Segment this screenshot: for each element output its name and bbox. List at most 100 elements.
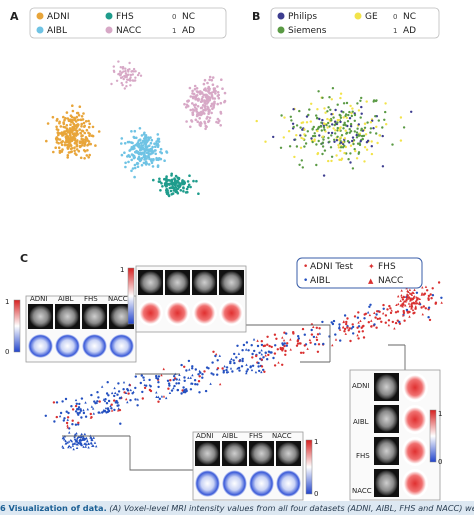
point-adni	[76, 111, 80, 115]
legend-philips-dot	[277, 12, 285, 20]
point-scanner	[330, 119, 333, 122]
point-embedding	[76, 436, 79, 439]
point-scanner	[351, 136, 355, 139]
point-scanner	[359, 116, 362, 119]
point-embedding	[117, 382, 120, 385]
point-aibl	[140, 153, 143, 156]
point-embedding	[68, 431, 71, 434]
point-aibl	[138, 127, 142, 130]
point-embedding	[394, 321, 398, 325]
point-embedding	[132, 390, 135, 394]
point-nacc	[207, 95, 210, 99]
legend-c-fhs-marker: ✦	[368, 262, 375, 271]
saliency-map	[82, 334, 107, 358]
point-adni	[80, 115, 84, 118]
point-nacc	[194, 96, 198, 99]
point-embedding	[78, 402, 81, 406]
point-embedding	[388, 304, 391, 308]
point-scanner	[322, 138, 325, 141]
legend-b-class-1-label: AD	[403, 26, 416, 36]
point-embedding	[415, 296, 418, 299]
point-embedding	[203, 370, 206, 373]
point-scanner	[355, 136, 359, 139]
point-nacc	[128, 61, 131, 65]
saliency-map	[402, 437, 428, 466]
point-scanner	[339, 136, 342, 139]
point-embedding	[384, 314, 388, 317]
point-adni	[76, 132, 79, 136]
point-scanner	[288, 145, 292, 148]
point-embedding	[63, 417, 66, 420]
point-embedding	[80, 397, 84, 400]
inset-r-label-fhs: FHS	[356, 452, 370, 460]
point-nacc	[124, 69, 127, 73]
point-nacc	[205, 96, 209, 100]
point-scanner	[372, 127, 375, 130]
point-scanner	[292, 108, 295, 111]
point-aibl	[130, 130, 133, 133]
point-scanner	[349, 161, 352, 164]
point-embedding	[286, 342, 289, 345]
point-embedding	[427, 306, 431, 309]
point-scanner	[325, 123, 328, 127]
point-aibl	[142, 155, 146, 158]
point-fhs	[187, 183, 191, 187]
point-embedding	[209, 382, 212, 385]
point-embedding	[424, 307, 427, 310]
point-embedding	[250, 344, 253, 347]
point-embedding	[427, 297, 430, 300]
point-adni	[73, 132, 76, 135]
point-embedding	[175, 382, 178, 385]
point-scanner	[291, 122, 295, 126]
point-aibl	[147, 150, 150, 153]
point-aibl	[153, 142, 156, 145]
point-scanner	[353, 130, 356, 133]
point-aibl	[147, 163, 151, 166]
point-fhs	[173, 184, 177, 187]
point-scanner	[329, 146, 333, 149]
point-embedding	[70, 439, 74, 443]
point-nacc	[117, 60, 120, 63]
point-scanner	[340, 134, 344, 137]
point-adni	[65, 143, 69, 147]
caption-text: (A) Voxel-level MRI intensity values fro…	[109, 503, 474, 513]
point-scanner	[341, 146, 345, 149]
saliency-map	[28, 334, 53, 358]
point-embedding	[102, 410, 105, 413]
point-embedding	[331, 343, 334, 347]
point-scanner	[366, 139, 370, 142]
point-embedding	[346, 326, 349, 329]
panel-b-legend: Philips GE Siemens 0 NC 1 AD	[270, 7, 440, 39]
point-aibl	[151, 165, 155, 168]
point-scanner	[363, 126, 367, 129]
point-embedding	[408, 288, 412, 291]
point-scanner	[339, 114, 342, 117]
mri-slice	[375, 438, 398, 464]
point-nacc	[209, 104, 213, 108]
point-embedding	[345, 322, 348, 326]
point-embedding	[245, 371, 248, 375]
point-nacc	[219, 124, 222, 127]
point-scanner	[369, 121, 373, 124]
point-scanner	[369, 131, 372, 134]
point-embedding	[260, 365, 264, 368]
point-embedding	[134, 375, 137, 378]
point-adni	[75, 140, 78, 144]
point-embedding	[315, 335, 318, 339]
point-scanner	[360, 105, 363, 109]
point-aibl	[157, 140, 161, 143]
point-adni	[83, 157, 86, 160]
point-embedding	[89, 412, 93, 416]
point-scanner	[320, 129, 323, 132]
point-embedding	[429, 293, 432, 296]
point-embedding	[247, 349, 250, 352]
point-embedding	[427, 316, 430, 319]
point-embedding	[389, 307, 392, 310]
point-embedding	[283, 344, 286, 348]
point-embedding	[77, 441, 80, 444]
point-embedding	[356, 333, 359, 337]
inset-r-colorbar-min: 0	[438, 458, 442, 466]
panel-c-label: C	[20, 252, 28, 265]
point-fhs	[164, 178, 167, 181]
point-adni	[83, 131, 87, 135]
